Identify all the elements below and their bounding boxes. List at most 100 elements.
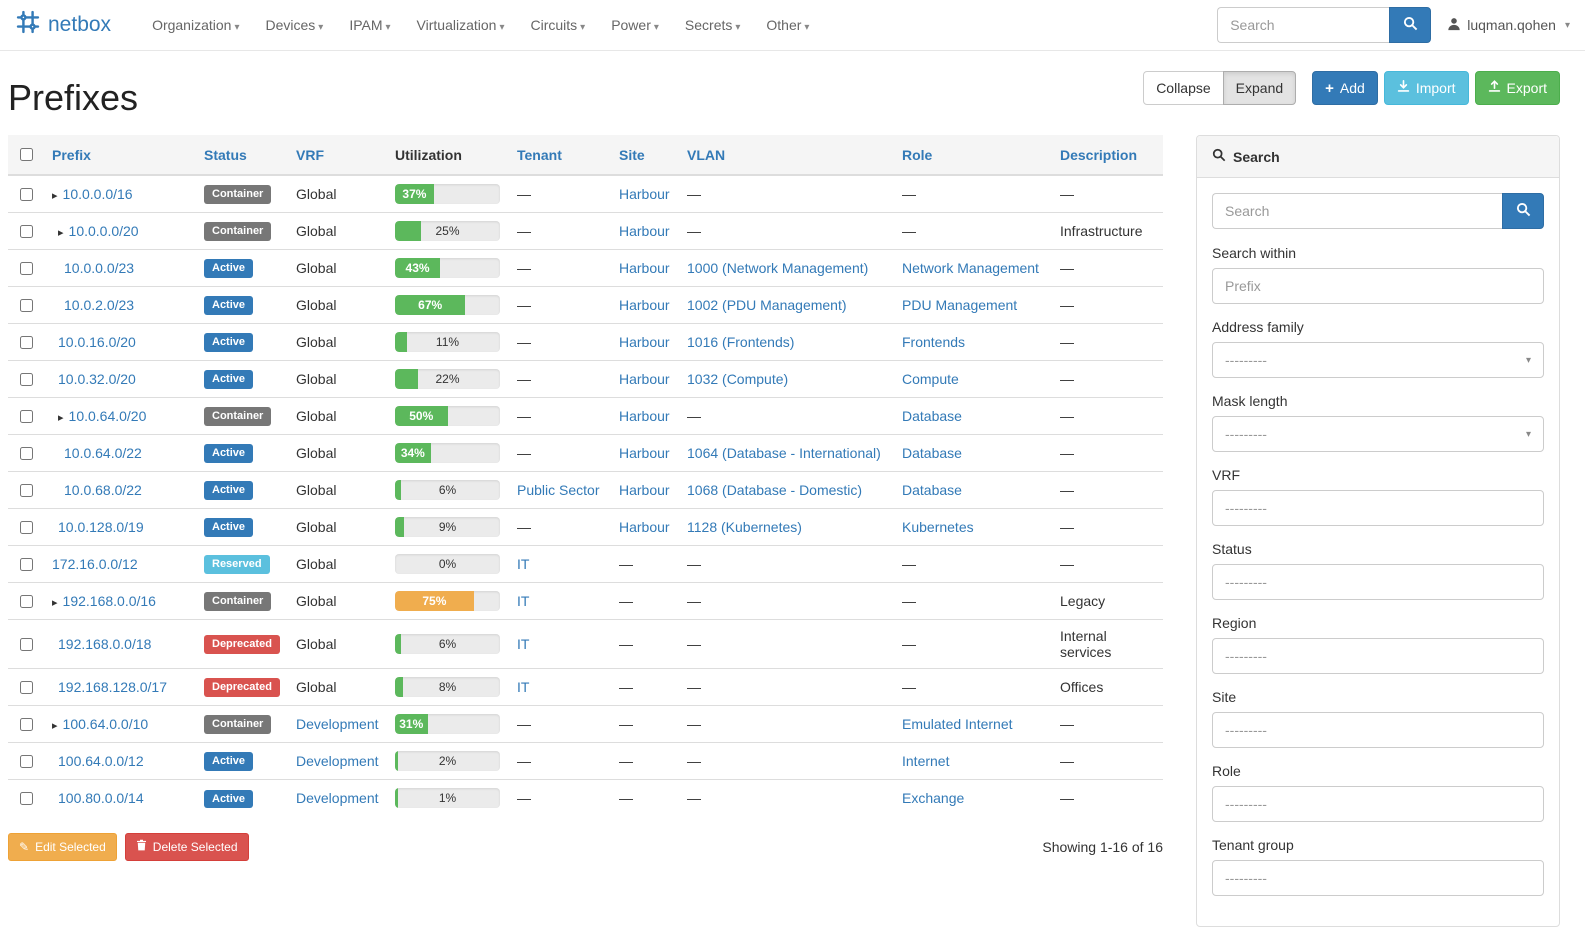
tenant-link[interactable]: IT <box>517 679 530 695</box>
prefix-link[interactable]: 10.0.0.0/23 <box>64 260 135 276</box>
column-header-description[interactable]: Description <box>1052 135 1163 176</box>
filter-search-input[interactable] <box>1212 193 1502 229</box>
role-link[interactable]: Kubernetes <box>902 519 974 535</box>
site-link[interactable]: Harbour <box>619 482 670 498</box>
prefix-link[interactable]: 192.168.0.0/16 <box>62 593 156 609</box>
prefix-link[interactable]: 10.0.68.0/22 <box>64 482 142 498</box>
prefix-link[interactable]: 100.64.0.0/10 <box>62 716 149 732</box>
row-select-checkbox[interactable] <box>20 637 33 651</box>
prefix-link[interactable]: 10.0.64.0/22 <box>64 445 142 461</box>
filter-search-within-input[interactable] <box>1212 268 1544 304</box>
column-header-vrf[interactable]: VRF <box>288 135 387 176</box>
row-select-checkbox[interactable] <box>20 298 33 312</box>
column-header-status[interactable]: Status <box>196 135 288 176</box>
select-all-checkbox[interactable] <box>20 148 33 161</box>
role-link[interactable]: Database <box>902 408 962 424</box>
vlan-link[interactable]: 1064 (Database - International) <box>687 445 881 461</box>
prefix-link[interactable]: 10.0.64.0/20 <box>68 408 147 424</box>
filter-search-button[interactable] <box>1502 193 1544 229</box>
prefix-link[interactable]: 10.0.16.0/20 <box>58 334 136 350</box>
expand-button[interactable]: Expand <box>1222 71 1297 105</box>
row-select-checkbox[interactable] <box>20 261 33 275</box>
filter-tenant-group-input[interactable] <box>1212 860 1544 896</box>
row-select-checkbox[interactable] <box>20 335 33 349</box>
add-button[interactable]: + Add <box>1312 71 1378 105</box>
row-select-checkbox[interactable] <box>20 224 33 238</box>
prefix-link[interactable]: 192.168.0.0/18 <box>58 636 152 652</box>
column-header-site[interactable]: Site <box>611 135 679 176</box>
row-select-checkbox[interactable] <box>20 754 33 768</box>
global-search-input[interactable] <box>1217 7 1390 43</box>
site-link[interactable]: Harbour <box>619 260 670 276</box>
delete-selected-button[interactable]: Delete Selected <box>124 832 249 861</box>
tenant-link[interactable]: IT <box>517 593 530 609</box>
filter-vrf-input[interactable] <box>1212 490 1544 526</box>
filter-role-input[interactable] <box>1212 786 1544 822</box>
site-link[interactable]: Harbour <box>619 297 670 313</box>
prefix-link[interactable]: 10.0.0.0/20 <box>68 223 139 239</box>
filter-address-family-select[interactable]: --------- ▾ <box>1212 342 1544 378</box>
row-select-checkbox[interactable] <box>20 187 33 201</box>
nav-menu-organization[interactable]: Organization ▾ <box>152 17 240 33</box>
expand-arrow-icon[interactable]: ▸ <box>52 720 58 732</box>
vlan-link[interactable]: 1000 (Network Management) <box>687 260 869 276</box>
nav-menu-ipam[interactable]: IPAM ▾ <box>349 17 391 33</box>
site-link[interactable]: Harbour <box>619 371 670 387</box>
row-select-checkbox[interactable] <box>20 372 33 386</box>
vrf-link[interactable]: Development <box>296 790 379 807</box>
expand-arrow-icon[interactable]: ▸ <box>58 412 64 424</box>
role-link[interactable]: Exchange <box>902 790 965 807</box>
prefix-link[interactable]: 10.0.128.0/19 <box>58 519 144 535</box>
expand-arrow-icon[interactable]: ▸ <box>58 227 64 239</box>
filter-mask-length-select[interactable]: --------- ▾ <box>1212 416 1544 452</box>
vlan-link[interactable]: 1068 (Database - Domestic) <box>687 482 863 498</box>
import-button[interactable]: Import <box>1383 71 1469 105</box>
column-header-prefix[interactable]: Prefix <box>44 135 196 176</box>
filter-site-input[interactable] <box>1212 712 1544 748</box>
prefix-link[interactable]: 100.64.0.0/12 <box>58 753 144 769</box>
site-link[interactable]: Harbour <box>619 445 670 461</box>
prefix-link[interactable]: 10.0.0.0/16 <box>62 186 133 202</box>
tenant-link[interactable]: IT <box>517 556 530 572</box>
row-select-checkbox[interactable] <box>20 483 33 497</box>
prefix-link[interactable]: 10.0.2.0/23 <box>64 297 135 313</box>
user-menu[interactable]: luqman.qohen ▾ <box>1447 17 1570 34</box>
tenant-link[interactable]: IT <box>517 636 530 652</box>
site-link[interactable]: Harbour <box>619 223 670 239</box>
column-header-tenant[interactable]: Tenant <box>509 135 611 176</box>
row-select-checkbox[interactable] <box>20 409 33 423</box>
netbox-logo[interactable]: netbox <box>15 9 111 41</box>
vrf-link[interactable]: Development <box>296 753 379 769</box>
vlan-link[interactable]: 1002 (PDU Management) <box>687 297 847 313</box>
role-link[interactable]: Database <box>902 445 962 461</box>
nav-menu-devices[interactable]: Devices ▾ <box>265 17 324 33</box>
prefix-link[interactable]: 172.16.0.0/12 <box>52 556 138 572</box>
vrf-link[interactable]: Development <box>296 716 379 732</box>
vlan-link[interactable]: 1016 (Frontends) <box>687 334 795 350</box>
collapse-button[interactable]: Collapse <box>1143 71 1224 105</box>
role-link[interactable]: PDU Management <box>902 297 1018 313</box>
column-header-vlan[interactable]: VLAN <box>679 135 894 176</box>
export-button[interactable]: Export <box>1474 71 1560 105</box>
filter-region-input[interactable] <box>1212 638 1544 674</box>
row-select-checkbox[interactable] <box>20 791 33 805</box>
role-link[interactable]: Frontends <box>902 334 966 350</box>
row-select-checkbox[interactable] <box>20 557 33 571</box>
tenant-link[interactable]: Public Sector <box>517 482 600 498</box>
column-header-role[interactable]: Role <box>894 135 1052 176</box>
row-select-checkbox[interactable] <box>20 594 33 608</box>
row-select-checkbox[interactable] <box>20 680 33 694</box>
site-link[interactable]: Harbour <box>619 519 670 535</box>
prefix-link[interactable]: 10.0.32.0/20 <box>58 371 136 387</box>
nav-menu-secrets[interactable]: Secrets ▾ <box>684 17 741 33</box>
row-select-checkbox[interactable] <box>20 520 33 534</box>
nav-menu-circuits[interactable]: Circuits ▾ <box>530 17 586 33</box>
nav-menu-power[interactable]: Power ▾ <box>611 17 659 33</box>
filter-status-input[interactable] <box>1212 564 1544 600</box>
expand-arrow-icon[interactable]: ▸ <box>52 190 58 202</box>
role-link[interactable]: Network Management <box>902 260 1039 276</box>
vlan-link[interactable]: 1032 (Compute) <box>687 371 789 387</box>
expand-arrow-icon[interactable]: ▸ <box>52 597 58 609</box>
role-link[interactable]: Emulated Internet <box>902 716 1013 732</box>
nav-menu-virtualization[interactable]: Virtualization ▾ <box>416 17 505 33</box>
